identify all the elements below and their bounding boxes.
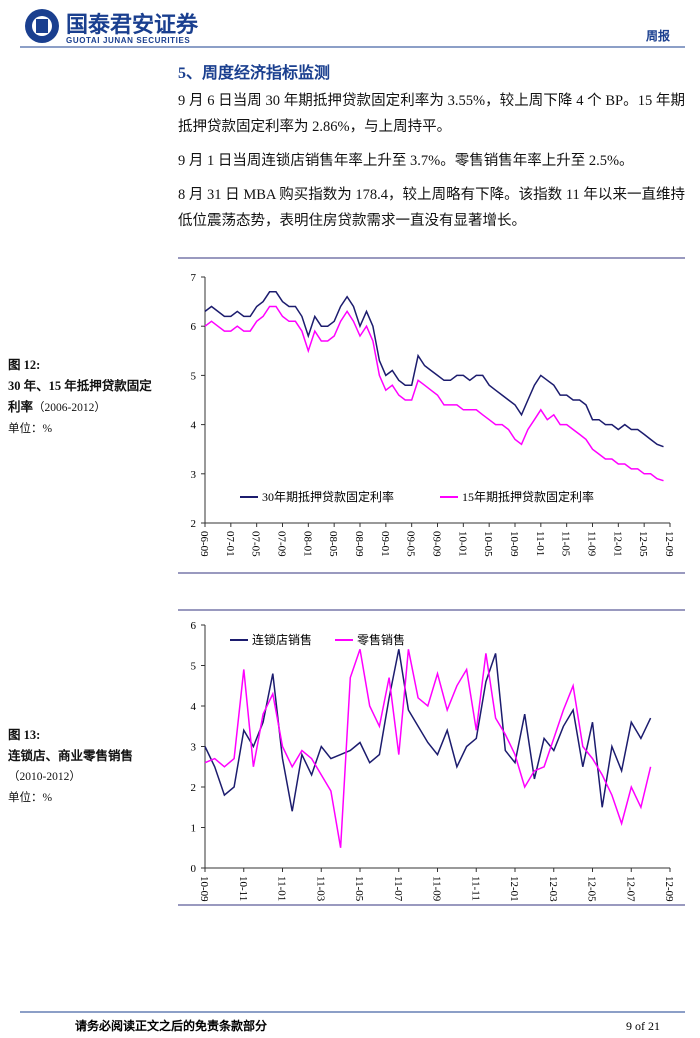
x-tick-label: 08-09	[353, 531, 365, 557]
x-tick-label: 11-07	[392, 876, 404, 902]
y-tick-label: 2	[191, 782, 197, 794]
x-tick-label: 10-01	[456, 531, 468, 557]
y-tick-label: 0	[191, 863, 197, 875]
y-tick-label: 2	[191, 518, 197, 530]
x-tick-label: 07-09	[276, 531, 288, 557]
y-tick-label: 6	[191, 321, 197, 333]
x-tick-label: 07-01	[224, 531, 236, 557]
figure-label: 图 12:	[8, 358, 41, 372]
x-tick-label: 06-09	[198, 531, 210, 557]
y-tick-label: 4	[191, 420, 197, 432]
x-tick-label: 11-03	[314, 876, 326, 902]
x-tick-label: 12-05	[586, 876, 598, 902]
caption-period: （2006-2012）	[33, 402, 106, 414]
paragraph: 9 月 1 日当周连锁店销售年率上升至 3.7%。零售销售年率上升至 2.5%。	[178, 153, 634, 169]
y-tick-label: 4	[191, 701, 197, 713]
caption-text: 利率	[8, 400, 34, 414]
legend-label: 30年期抵押贷款固定利率	[262, 489, 394, 504]
paragraph: 9 月 6 日当周 30 年期抵押贷款固定利率为 3.55%，较上周下降 4 个…	[178, 93, 685, 135]
figure-label: 图 13:	[8, 728, 41, 742]
y-tick-label: 5	[191, 370, 197, 382]
x-tick-label: 12-09	[663, 531, 675, 557]
x-tick-label: 10-09	[198, 876, 210, 902]
x-tick-label: 10-09	[508, 531, 520, 557]
x-tick-label: 08-05	[327, 531, 339, 557]
x-tick-label: 09-09	[431, 531, 443, 557]
x-tick-label: 07-05	[250, 531, 262, 557]
caption-period: （2010-2012）	[8, 771, 81, 783]
caption-line: 利率（2006-2012）	[8, 397, 173, 419]
x-tick-label: 09-01	[379, 531, 391, 557]
x-tick-label: 12-01	[508, 876, 520, 902]
legend-label: 15年期抵押贷款固定利率	[462, 489, 594, 504]
series-line	[204, 305, 664, 482]
series-line	[204, 649, 652, 848]
x-tick-label: 12-05	[637, 531, 649, 557]
caption-line: 连锁店、商业零售销售	[8, 749, 134, 763]
x-tick-label: 12-09	[663, 876, 675, 902]
series-line	[204, 649, 652, 812]
logo	[25, 9, 59, 43]
y-tick-label: 3	[191, 469, 197, 481]
company-name: 国泰君安证券	[66, 12, 199, 37]
legend-label: 零售销售	[357, 632, 405, 647]
company-en: GUOTAI JUNAN SECURITIES	[66, 36, 190, 45]
figure-caption: 图 13: 连锁店、商业零售销售 （2010-2012） 单位：%	[8, 725, 173, 809]
x-tick-label: 08-01	[301, 531, 313, 557]
x-tick-label: 11-01	[534, 531, 546, 556]
figure-caption: 图 12: 30 年、15 年抵押贷款固定 利率（2006-2012） 单位：%	[8, 355, 173, 440]
y-tick-label: 6	[191, 620, 197, 632]
caption-unit: 单位：%	[8, 423, 53, 435]
series-line	[204, 291, 664, 448]
section-title: 5、周度经济指标监测	[178, 63, 330, 82]
x-tick-label: 12-07	[624, 876, 636, 902]
paragraph: 8 月 31 日 MBA 购买指数为 178.4，较上周略有下降。该指数 11 …	[178, 187, 685, 229]
page-number: 9 of 21	[626, 1019, 660, 1033]
x-tick-label: 11-09	[431, 876, 443, 902]
x-tick-label: 12-01	[611, 531, 623, 557]
y-tick-label: 1	[191, 823, 197, 835]
x-tick-label: 12-03	[547, 876, 559, 902]
y-tick-label: 7	[191, 272, 197, 284]
legend-label: 连锁店销售	[252, 632, 312, 647]
caption-line: 30 年、15 年抵押贷款固定	[8, 379, 152, 393]
report-type: 周报	[646, 28, 670, 43]
x-tick-label: 11-05	[560, 531, 572, 557]
x-tick-label: 11-09	[586, 531, 598, 557]
x-tick-label: 10-05	[482, 531, 494, 557]
caption-unit: 单位：%	[8, 792, 53, 804]
x-tick-label: 11-05	[353, 876, 365, 902]
footer-disclaimer: 请务必阅读正文之后的免责条款部分	[75, 1018, 267, 1033]
y-tick-label: 5	[191, 661, 197, 673]
y-tick-label: 3	[191, 742, 197, 754]
x-tick-label: 11-01	[276, 876, 288, 901]
x-tick-label: 09-05	[405, 531, 417, 557]
x-tick-label: 11-11	[469, 876, 481, 901]
x-tick-label: 10-11	[237, 876, 249, 901]
